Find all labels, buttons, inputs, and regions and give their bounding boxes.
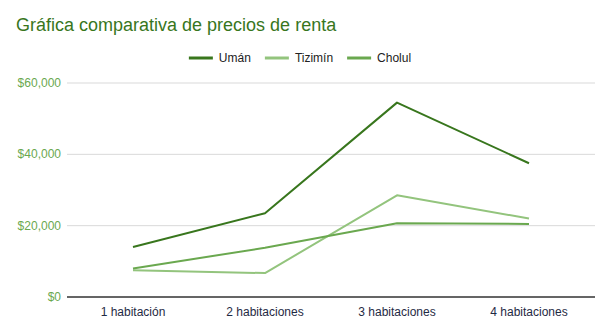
grid-line <box>67 297 595 298</box>
series-line <box>133 103 529 247</box>
legend: Umán Tizimín Cholul <box>189 51 411 65</box>
y-tick-label: $60,000 <box>18 76 62 90</box>
series-line <box>133 195 529 273</box>
chart-svg: Gráfica comparativa de precios de renta $… <box>0 0 600 335</box>
legend-swatch <box>347 57 371 60</box>
y-tick-label: $40,000 <box>18 147 62 161</box>
x-axis-line <box>67 297 595 298</box>
grid-line <box>67 225 595 226</box>
x-tick-label: 4 habitaciones <box>490 305 567 319</box>
legend-swatch <box>189 57 213 60</box>
chart-container: Gráfica comparativa de precios de renta $… <box>0 0 600 335</box>
grid-line <box>67 154 595 155</box>
plot-area <box>133 103 529 273</box>
legend-swatch <box>265 57 289 60</box>
x-tick-label: 2 habitaciones <box>226 305 303 319</box>
legend-label: Tizimín <box>295 51 333 65</box>
grid-line <box>67 83 595 84</box>
title: Gráfica comparativa de precios de renta <box>16 15 337 35</box>
x-tick-label: 3 habitaciones <box>358 305 435 319</box>
legend-label: Cholul <box>377 51 411 65</box>
y-tick-label: $20,000 <box>18 219 62 233</box>
x-tick-label: 1 habitación <box>101 305 166 319</box>
series-line <box>133 223 529 268</box>
y-tick-label: $0 <box>48 290 62 304</box>
legend-label: Umán <box>219 51 251 65</box>
